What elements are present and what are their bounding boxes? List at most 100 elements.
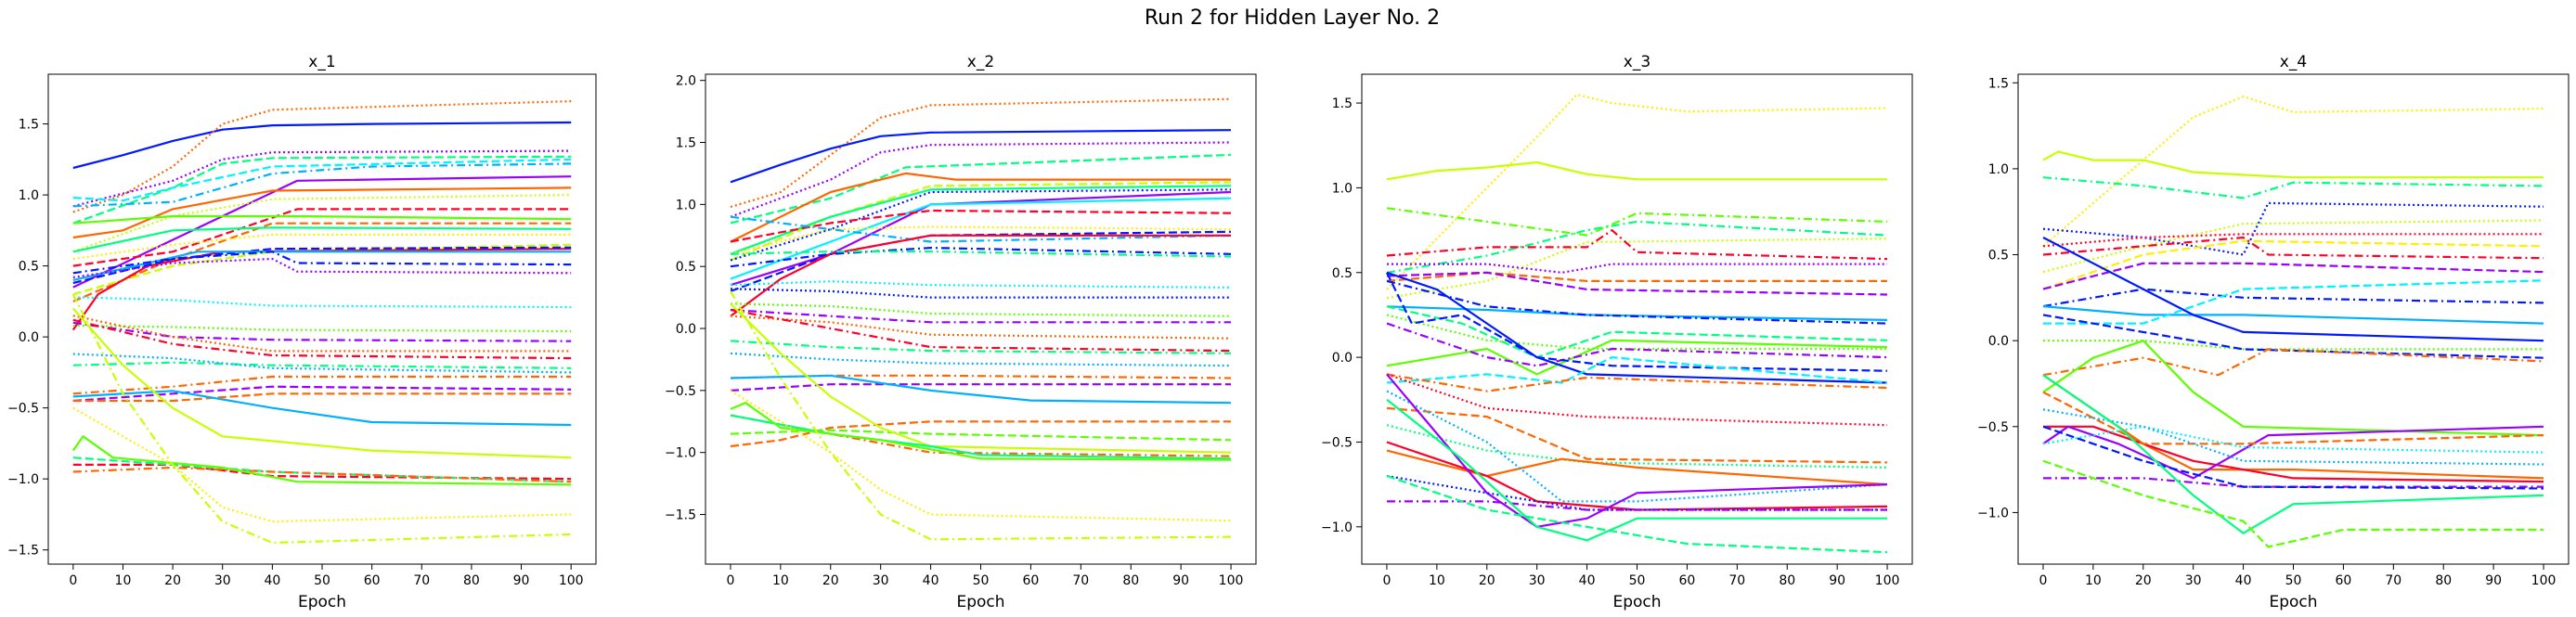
x-tick-label: 40 — [2235, 573, 2252, 588]
x-tick-label: 0 — [726, 573, 734, 588]
series-line-23 — [730, 308, 1232, 353]
series-line-17 — [2042, 340, 2544, 437]
x-tick-label: 100 — [559, 573, 584, 588]
y-tick-label: 0.5 — [676, 260, 696, 275]
series-line-13 — [72, 226, 572, 253]
series-line-35 — [730, 389, 1232, 522]
x-tick-label: 10 — [772, 573, 789, 588]
series-line-22 — [2042, 425, 2544, 454]
series-line-22 — [1386, 424, 1888, 469]
series-line-31 — [730, 302, 1232, 454]
y-tick-label: −1.0 — [1321, 521, 1353, 535]
y-tick-label: 1.0 — [19, 188, 39, 203]
figure-title: Run 2 for Hidden Layer No. 2 — [1145, 6, 1440, 30]
x-tick-label: 10 — [1429, 573, 1445, 588]
series-line-12 — [730, 225, 1232, 255]
series-line-8 — [1386, 271, 1887, 282]
x-tick-label: 40 — [264, 573, 280, 588]
series-line-17 — [72, 246, 572, 285]
series-line-2 — [2042, 150, 2544, 179]
series-line-18 — [730, 280, 1232, 289]
x-tick-label: 50 — [314, 573, 330, 588]
series-line-7 — [1387, 263, 1887, 274]
series-line-11 — [1386, 279, 1888, 325]
y-tick-label: 1.0 — [1988, 162, 2009, 177]
x-tick-label: 70 — [413, 573, 430, 588]
series-line-28 — [730, 374, 1232, 405]
x-tick-label: 70 — [2385, 573, 2401, 588]
y-tick-label: −0.5 — [7, 402, 39, 417]
series-line-25 — [2042, 425, 2544, 490]
x-tick-label: 80 — [1122, 573, 1139, 588]
x-tick-label: 20 — [822, 573, 839, 588]
x-tick-label: 20 — [2135, 573, 2152, 588]
x-tick-label: 90 — [1829, 573, 1845, 588]
series-line-7 — [730, 185, 1232, 255]
y-tick-label: 1.5 — [1988, 76, 2009, 91]
series-line-31 — [72, 390, 572, 427]
series-line-20 — [1386, 373, 1888, 427]
series-line-14 — [1386, 339, 1888, 376]
series-line-35 — [72, 466, 572, 483]
series-line-17 — [1386, 271, 1888, 384]
x-axis-label: Epoch — [2269, 593, 2317, 611]
x-tick-label: 30 — [214, 573, 231, 588]
series-line-29 — [730, 420, 1231, 448]
x-tick-label: 100 — [1875, 573, 1900, 588]
y-tick-label: 0.0 — [1332, 351, 1353, 366]
series-line-36 — [71, 435, 572, 486]
series-line-7 — [2042, 239, 2544, 290]
x-tick-label: 80 — [2435, 573, 2452, 588]
series-line-22 — [72, 324, 572, 333]
series-line-3 — [1386, 207, 1888, 237]
series-line-11 — [72, 214, 572, 225]
series-line-8 — [2042, 236, 2544, 260]
x-tick-label: 70 — [1728, 573, 1745, 588]
x-tick-label: 40 — [1579, 573, 1596, 588]
x-tick-label: 30 — [1529, 573, 1546, 588]
x-tick-label: 30 — [873, 573, 889, 588]
series-line-26 — [72, 361, 572, 369]
y-tick-label: 0.5 — [1332, 266, 1353, 281]
series-line-14 — [2043, 340, 2544, 351]
series-line-19 — [72, 251, 572, 275]
series-line-1 — [72, 121, 572, 170]
series-line-30 — [730, 429, 1232, 442]
series-line-21 — [72, 296, 572, 309]
series-line-2 — [730, 129, 1232, 184]
series-line-29 — [1386, 398, 1887, 542]
series-line-9 — [72, 194, 572, 253]
series-line-30 — [1386, 474, 1888, 554]
x-tick-label: 80 — [1779, 573, 1795, 588]
y-tick-label: 0.5 — [1988, 249, 2009, 264]
x-axis-label: Epoch — [1612, 593, 1661, 611]
series-line-36 — [730, 290, 1232, 541]
subplot-2: 0 10 20 30 40 50 60 70 80 90 100 −1.5 −1.0 −0.5 0.0 0.5… — [665, 53, 1257, 611]
series-line-5 — [2042, 219, 2544, 274]
series-line-27 — [730, 383, 1231, 392]
series-line-19 — [730, 288, 1231, 299]
series-line-20 — [730, 302, 1232, 317]
x-tick-label: 50 — [1629, 573, 1646, 588]
series-line-38 — [71, 293, 572, 545]
x-tick-label: 70 — [1072, 573, 1089, 588]
series-line-33 — [72, 463, 572, 481]
series-line-3 — [730, 141, 1232, 218]
series-line-4 — [730, 153, 1232, 225]
y-tick-label: 2.0 — [676, 74, 696, 89]
series-group — [730, 97, 1232, 541]
x-tick-label: 40 — [923, 573, 939, 588]
x-tick-label: 100 — [2531, 573, 2557, 588]
y-tick-label: 0.5 — [19, 260, 39, 275]
series-line-9 — [730, 190, 1232, 287]
series-line-6 — [72, 162, 572, 208]
series-line-1 — [730, 97, 1232, 209]
series-line-10 — [1386, 305, 1888, 321]
series-group — [1386, 93, 1888, 554]
series-line-27 — [1386, 474, 1887, 511]
series-group — [71, 100, 572, 545]
series-line-13 — [1386, 314, 1887, 351]
y-tick-label: −0.5 — [665, 384, 696, 399]
